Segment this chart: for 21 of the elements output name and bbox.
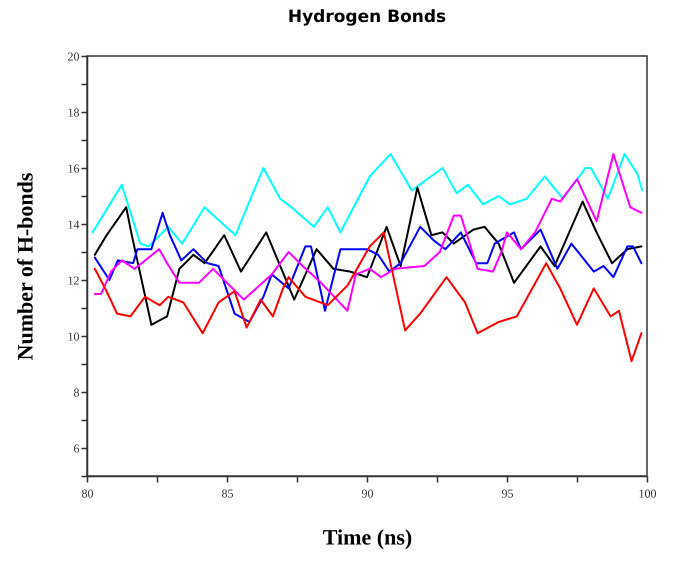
x-tick-label: 95: [502, 486, 514, 500]
line-series: [94, 231, 642, 362]
line-series: [94, 212, 642, 323]
y-tick-label: 6: [74, 442, 80, 456]
y-tick-label: 8: [74, 386, 80, 400]
y-axis-title: Number of H-bonds: [12, 172, 38, 360]
y-tick-label: 14: [68, 218, 80, 232]
y-tick-label: 12: [68, 274, 80, 288]
line-series: [92, 153, 644, 248]
x-tick-label: 85: [222, 486, 234, 500]
y-tick-label: 10: [68, 330, 80, 344]
y-tick-label: 16: [68, 162, 80, 176]
chart-title: Hydrogen Bonds: [288, 7, 446, 27]
x-tick-label: 100: [638, 486, 656, 500]
y-tick-label: 20: [68, 50, 80, 64]
line-series: [94, 186, 642, 326]
x-axis-title: Time (ns): [322, 524, 412, 550]
x-tick-label: 90: [362, 486, 374, 500]
x-tick-label: 80: [82, 486, 94, 500]
line-series: [94, 153, 642, 312]
y-tick-label: 18: [68, 106, 80, 120]
